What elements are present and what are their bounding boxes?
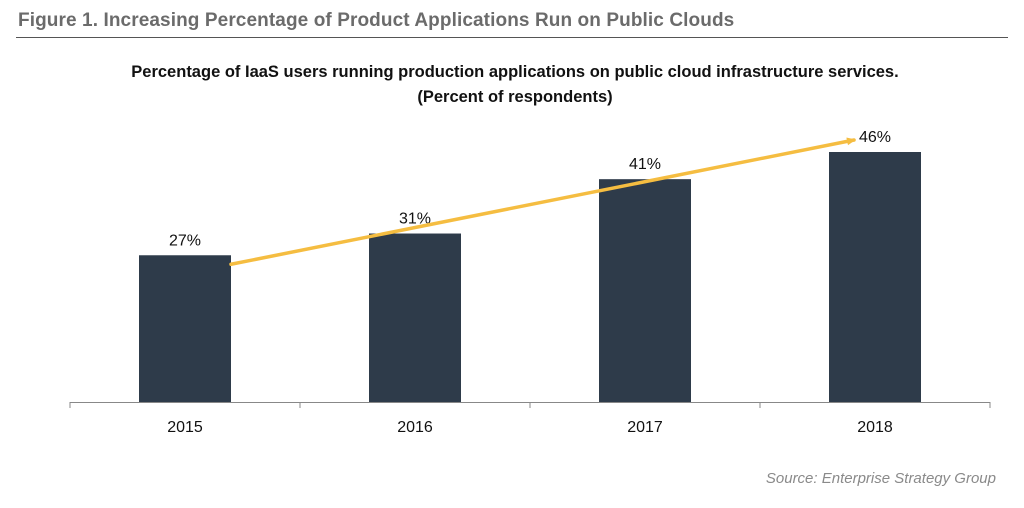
x-axis: 2015 2016 2017 2018: [69, 402, 991, 436]
data-label-2015: 27%: [169, 232, 201, 249]
chart-title: Percentage of IaaS users running product…: [131, 63, 899, 106]
title-divider: [16, 37, 1008, 38]
data-label-2017: 41%: [629, 156, 661, 173]
x-tick-label-2015: 2015: [167, 419, 203, 436]
bar-2015: [139, 255, 231, 402]
bar-2016: [369, 233, 461, 402]
data-label-2016: 31%: [399, 211, 431, 228]
bar-2018: [829, 152, 921, 402]
source-note: Source: Enterprise Strategy Group: [765, 470, 996, 487]
trend-arrow: [229, 137, 856, 267]
figure-title: Figure 1. Increasing Percentage of Produ…: [18, 10, 735, 31]
data-label-2018: 46%: [859, 129, 891, 146]
trend-arrow-group: [229, 137, 856, 267]
x-tick-label-2018: 2018: [857, 419, 893, 436]
data-labels-group: 27% 31% 41% 46%: [169, 129, 891, 249]
x-tick-label-2016: 2016: [397, 419, 433, 436]
bars-group: [139, 152, 921, 402]
bar-2017: [599, 179, 691, 402]
x-tick-label-2017: 2017: [627, 419, 663, 436]
